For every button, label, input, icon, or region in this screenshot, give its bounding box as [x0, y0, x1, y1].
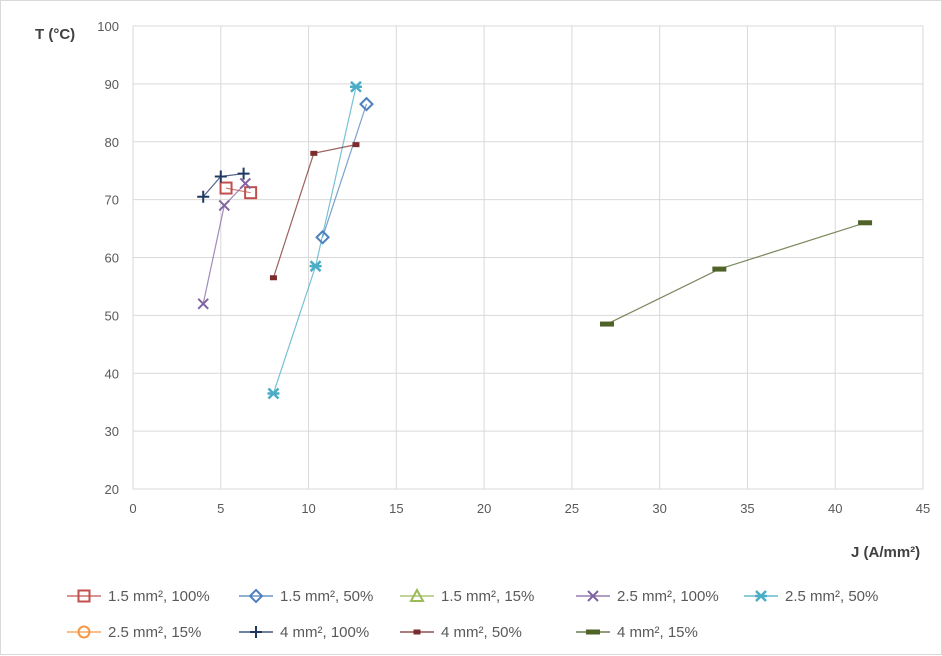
- legend-label: 1.5 mm², 100%: [108, 588, 210, 605]
- legend-item: 2.5 mm², 50%: [744, 588, 878, 605]
- legend-item: 4 mm², 50%: [400, 624, 522, 641]
- data-point: [244, 186, 258, 200]
- legend-marker: [77, 589, 91, 603]
- x-tick-label: 5: [217, 501, 224, 516]
- legend-item: 2.5 mm², 15%: [67, 624, 201, 641]
- series-line: [322, 103, 368, 238]
- legend-label: 1.5 mm², 15%: [441, 588, 534, 605]
- legend-item: 4 mm², 15%: [576, 624, 698, 641]
- y-axis-title: T (°C): [35, 26, 75, 43]
- data-point: [309, 260, 322, 273]
- x-tick-labels: 0 5 10 15 20 25 30 35 40 45: [129, 501, 930, 516]
- x-tick-label: 30: [652, 501, 666, 516]
- legend-item: 1.5 mm², 50%: [239, 588, 373, 605]
- legend-marker: [755, 590, 767, 602]
- data-point: [219, 181, 233, 195]
- data-point: [267, 387, 280, 400]
- data-point: [352, 142, 360, 148]
- x-tick-label: 20: [477, 501, 491, 516]
- x-tick-label: 25: [565, 501, 579, 516]
- legend-label: 4 mm², 100%: [280, 624, 369, 641]
- legend-label: 4 mm², 50%: [441, 624, 522, 641]
- grid: [132, 25, 924, 490]
- legend-label: 2.5 mm², 50%: [785, 588, 878, 605]
- y-tick-label: 90: [105, 77, 119, 92]
- x-tick-label: 35: [740, 501, 754, 516]
- y-tick-label: 20: [105, 482, 119, 497]
- x-tick-label: 0: [129, 501, 136, 516]
- y-tick-labels: 20 30 40 50 60 70 80 90 100: [97, 19, 119, 497]
- data-point: [712, 266, 727, 272]
- legend-label: 4 mm², 15%: [617, 624, 698, 641]
- data-point: [218, 199, 230, 212]
- series-line: [202, 182, 246, 304]
- data-point: [858, 220, 873, 226]
- x-tick-label: 45: [916, 501, 930, 516]
- data-point: [600, 321, 614, 327]
- data-point: [315, 229, 331, 245]
- data-point: [359, 96, 374, 112]
- data-point: [349, 80, 362, 93]
- series-markers: [197, 80, 873, 400]
- y-tick-label: 50: [105, 308, 119, 323]
- legend-marker: [586, 629, 600, 635]
- y-tick-label: 30: [105, 424, 119, 439]
- x-tick-label: 15: [389, 501, 403, 516]
- legend-item: 4 mm², 100%: [239, 624, 369, 641]
- series-line: [606, 222, 866, 325]
- legend-marker: [250, 626, 262, 638]
- data-point: [214, 170, 227, 183]
- series-lines: [202, 86, 866, 394]
- y-tick-label: 70: [105, 193, 119, 208]
- data-point: [269, 275, 277, 281]
- data-point: [197, 190, 210, 203]
- legend-marker: [77, 625, 91, 639]
- legend-label: 2.5 mm², 15%: [108, 624, 201, 641]
- legend-item: 2.5 mm², 100%: [576, 588, 719, 605]
- legend-item: 1.5 mm², 15%: [400, 587, 534, 605]
- y-tick-label: 100: [97, 19, 119, 34]
- legend-marker: [248, 588, 264, 604]
- y-tick-label: 60: [105, 251, 119, 266]
- legend-label: 1.5 mm², 50%: [280, 588, 373, 605]
- legend: 1.5 mm², 100% 1.5 mm², 50% 1.5 mm², 15% 2.5…: [67, 587, 878, 641]
- x-axis-title: J (A/mm²): [851, 544, 920, 561]
- x-tick-label: 40: [828, 501, 842, 516]
- legend-label: 2.5 mm², 100%: [617, 588, 719, 605]
- x-tick-label: 10: [301, 501, 315, 516]
- y-tick-label: 40: [105, 366, 119, 381]
- data-point: [239, 177, 252, 190]
- legend-item: 1.5 mm², 100%: [67, 588, 210, 605]
- data-point: [237, 167, 250, 180]
- data-point: [197, 298, 209, 310]
- legend-marker: [587, 590, 599, 602]
- y-tick-label: 80: [105, 135, 119, 150]
- data-point: [310, 150, 318, 156]
- legend-marker: [413, 629, 421, 635]
- legend-marker: [409, 587, 425, 602]
